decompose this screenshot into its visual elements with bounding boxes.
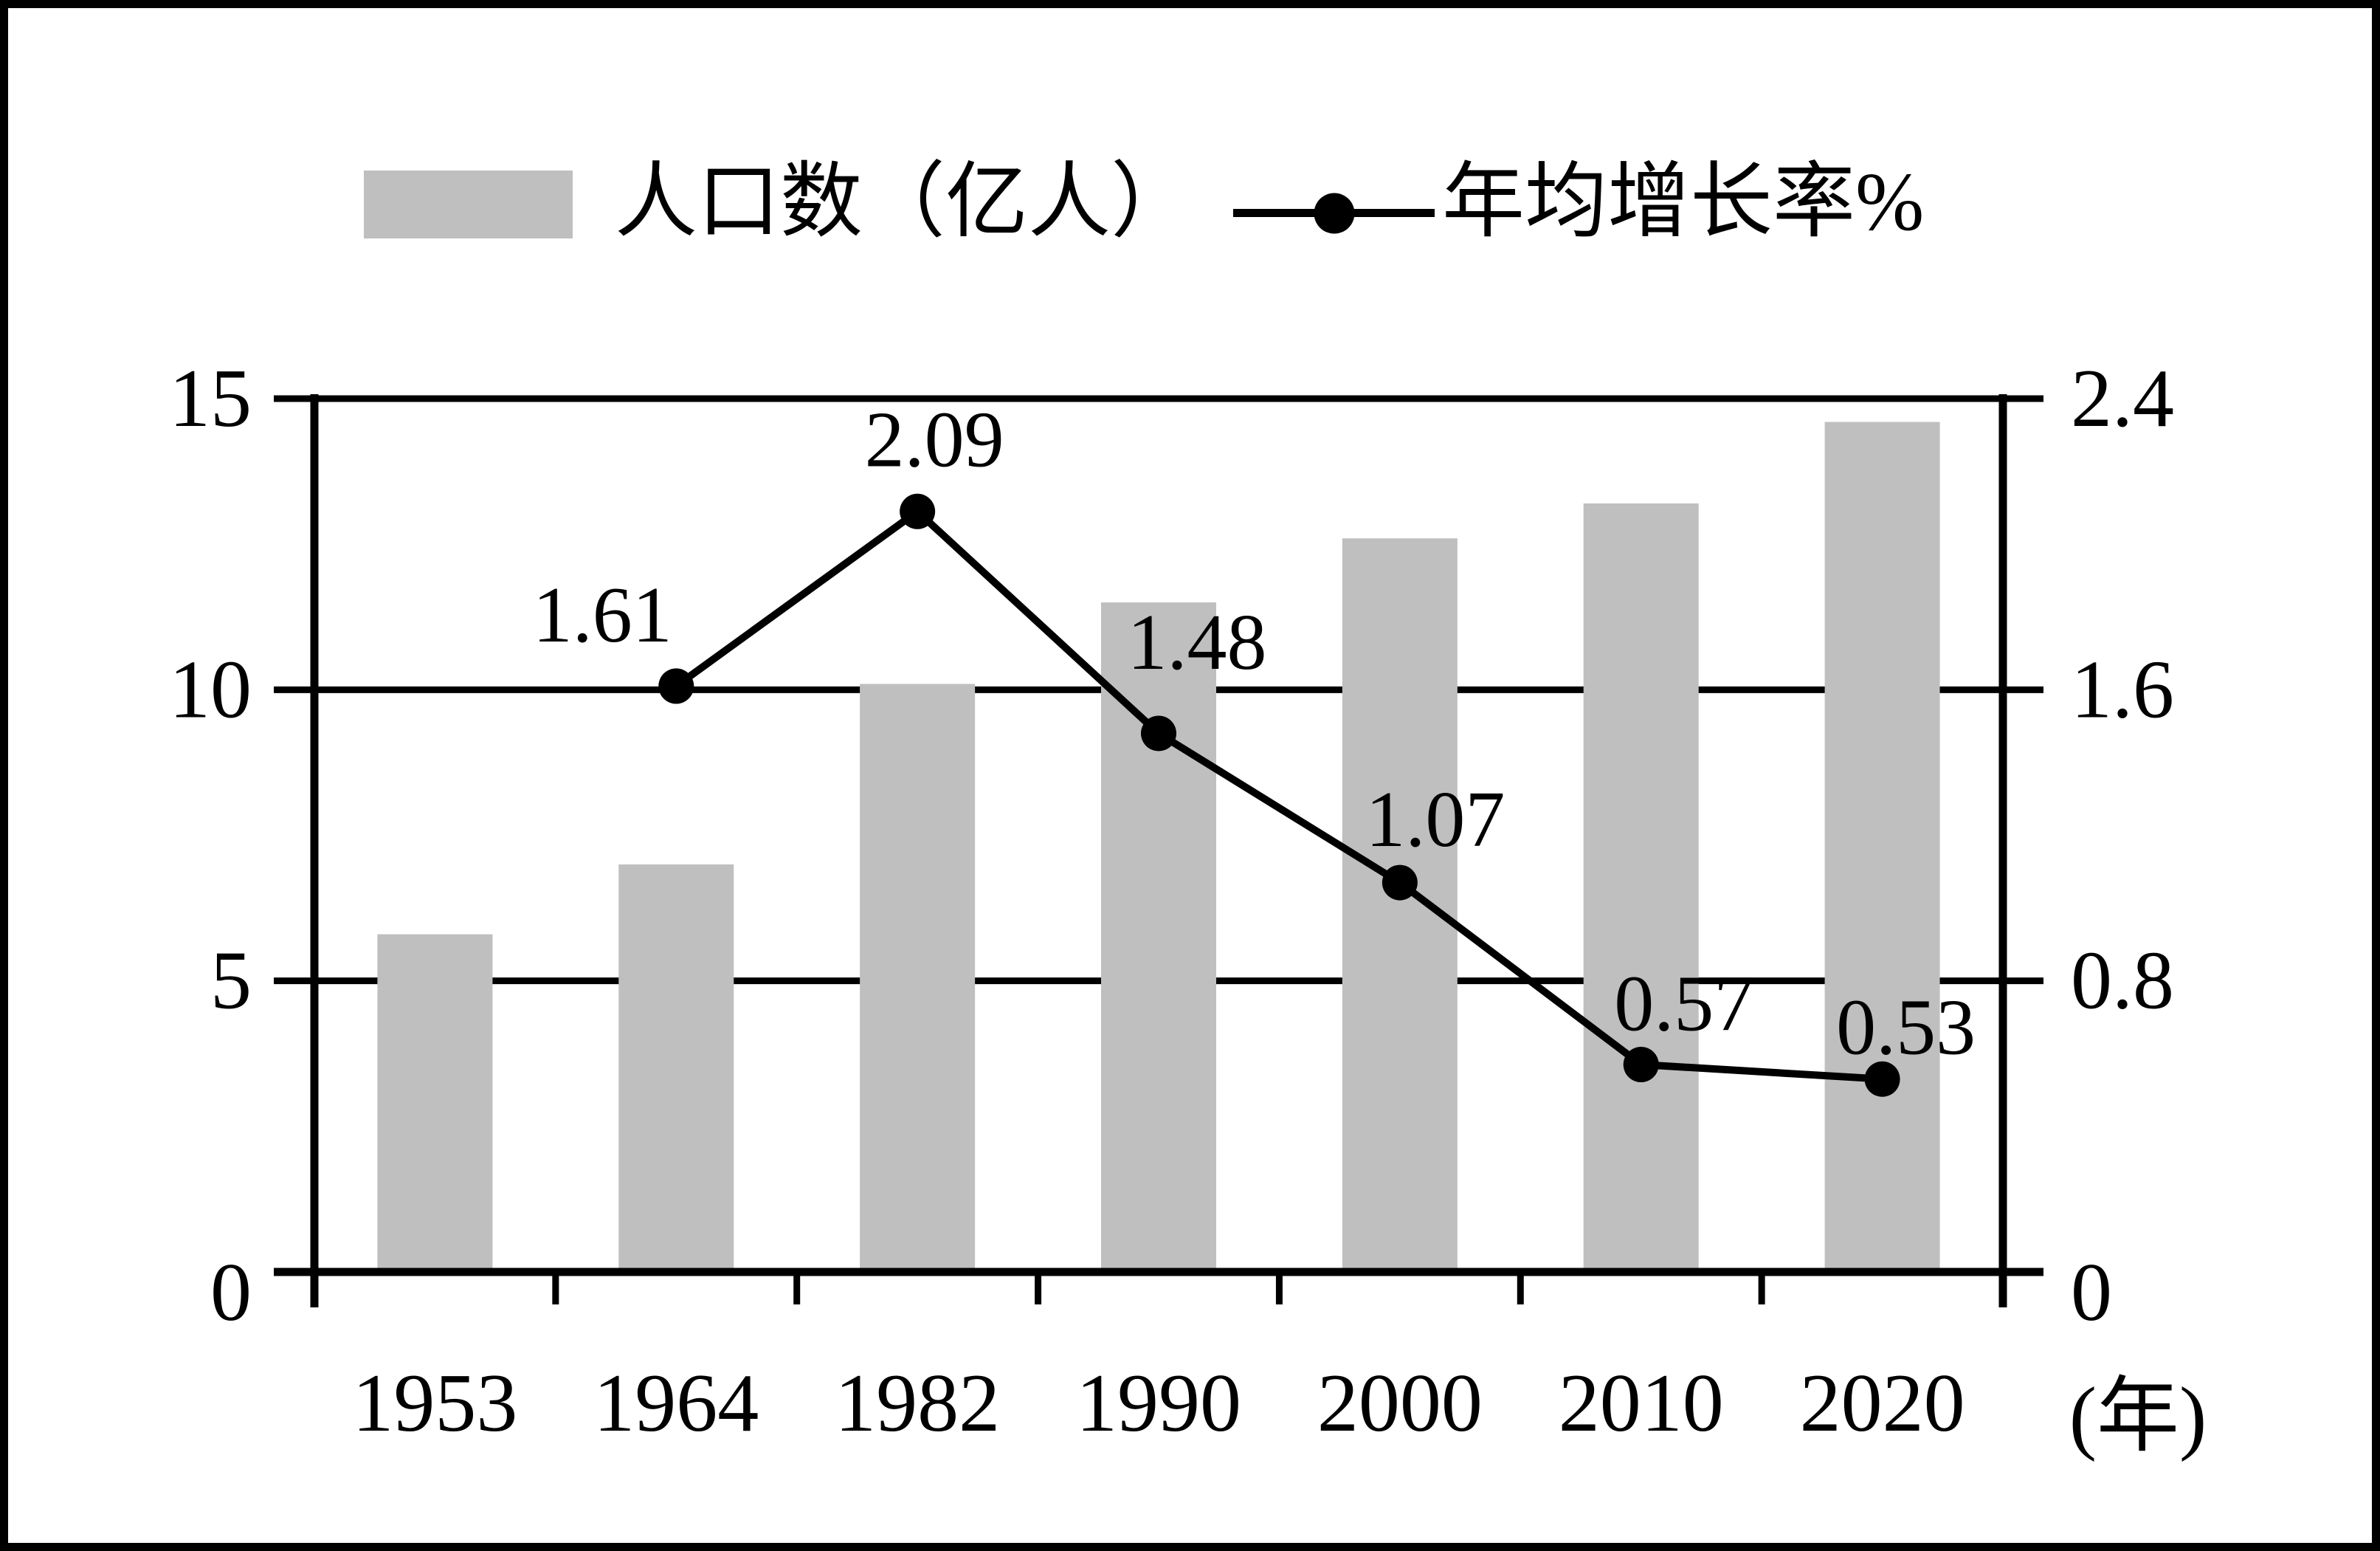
x-label-2010: 2010 — [1559, 1358, 1724, 1449]
data-label-2020: 0.53 — [1836, 983, 1976, 1071]
left-axis-tick-label-15: 15 — [169, 353, 252, 444]
bar-2000 — [1342, 538, 1458, 1272]
left-axis-tick-label-10: 10 — [169, 644, 252, 735]
x-label-1990: 1990 — [1076, 1358, 1241, 1449]
x-label-2000: 2000 — [1317, 1358, 1483, 1449]
bar-2010 — [1583, 503, 1699, 1273]
data-label-2000: 1.07 — [1365, 776, 1505, 864]
bar-1982 — [860, 684, 976, 1272]
legend-line-dot-icon — [1314, 193, 1354, 233]
x-label-1982: 1982 — [835, 1358, 1000, 1449]
right-axis-tick-label-1.6: 1.6 — [2071, 644, 2174, 735]
x-label-2020: 2020 — [1800, 1358, 1965, 1449]
data-label-1964: 1.61 — [533, 571, 672, 659]
bar-1964 — [618, 864, 734, 1272]
data-label-1982: 2.09 — [865, 396, 1004, 484]
legend-bar-label: 人口数（亿人） — [615, 157, 1193, 248]
right-axis-tick-label-2.4: 2.4 — [2071, 353, 2174, 444]
combo-chart: 0 5 10 15 0 0.8 1.6 2.4 1953 1964 1982 1990 2000 2010… — [169, 353, 2207, 1462]
data-point-1964 — [658, 668, 694, 704]
data-point-1982 — [900, 493, 936, 529]
left-axis-tick-label-0: 0 — [210, 1247, 252, 1338]
right-axis-tick-label-0: 0 — [2071, 1247, 2112, 1338]
data-point-2010 — [1623, 1047, 1659, 1083]
legend-bar-swatch — [364, 171, 573, 238]
data-point-1990 — [1141, 715, 1176, 752]
bar-2020 — [1824, 422, 1940, 1273]
x-axis-unit: (年) — [2069, 1371, 2207, 1462]
bar-1953 — [377, 934, 493, 1272]
right-axis-tick-label-0.8: 0.8 — [2071, 935, 2174, 1027]
left-axis-tick-label-5: 5 — [210, 935, 252, 1027]
data-point-2000 — [1382, 864, 1418, 901]
data-point-2020 — [1864, 1061, 1900, 1097]
legend-line-label: 年均增长率% — [1442, 157, 1925, 248]
growth-rate-line — [674, 506, 1883, 1083]
bar-1990 — [1101, 602, 1216, 1272]
data-label-2010: 0.57 — [1614, 960, 1753, 1048]
x-label-1953: 1953 — [352, 1358, 517, 1449]
data-label-1990: 1.48 — [1128, 599, 1267, 687]
legend: 人口数（亿人） 年均增长率% — [8, 8, 2372, 1543]
legend-line-sample — [1233, 193, 1435, 233]
x-label-1964: 1964 — [593, 1358, 759, 1449]
